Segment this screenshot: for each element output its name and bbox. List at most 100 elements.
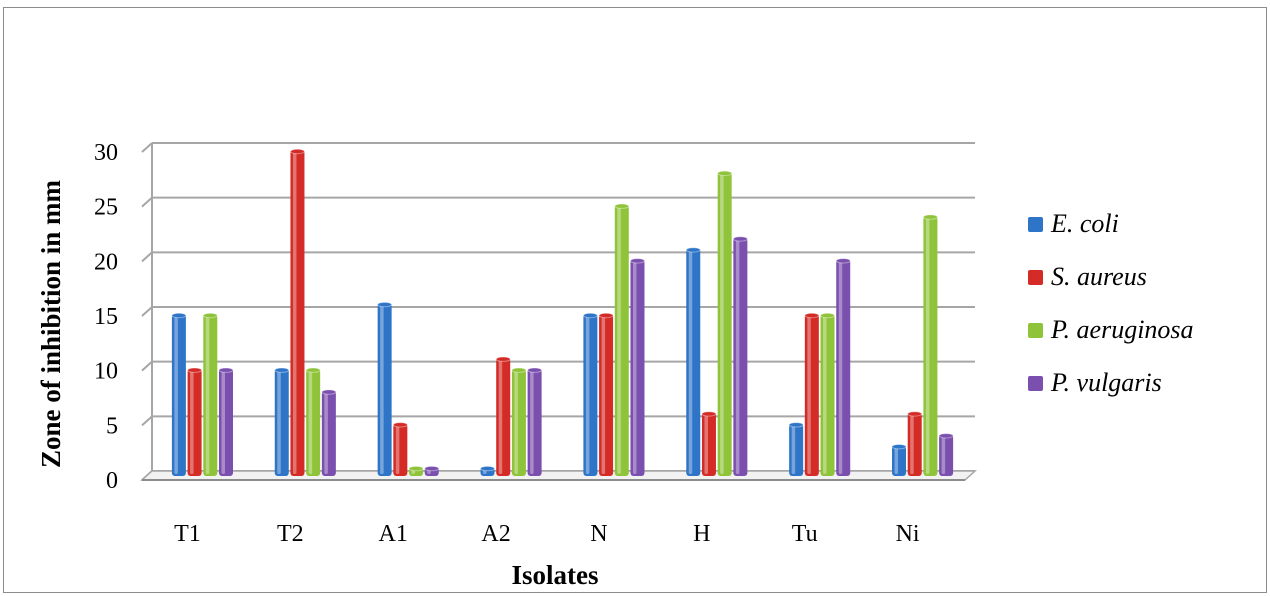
bar-p-vulgaris-tu — [835, 258, 851, 476]
bar-cap — [187, 367, 203, 373]
bar-body — [290, 150, 305, 476]
bar-highlight — [514, 370, 518, 474]
legend-label: E. coli — [1050, 209, 1119, 238]
bar-s-aureus-ni — [907, 411, 923, 476]
x-tick-tu: Tu — [792, 521, 818, 547]
bar-body — [306, 368, 321, 476]
bar-highlight — [308, 370, 313, 474]
bar-highlight — [941, 436, 946, 474]
x-tick-n: N — [590, 521, 607, 547]
bar-cap — [629, 258, 645, 264]
bar-cap — [202, 312, 218, 319]
bar-cap — [218, 367, 234, 373]
bar-e-coli-t2 — [274, 367, 290, 476]
bar-body — [789, 423, 804, 476]
bar-cap — [480, 465, 496, 472]
bar-body — [892, 445, 907, 476]
bar-highlight — [791, 425, 796, 474]
bar-highlight — [530, 370, 534, 474]
legend-item-p-aeruginosa: P. aeruginosa — [1028, 315, 1194, 344]
bar-cap — [321, 389, 337, 395]
gridline-side — [141, 251, 153, 263]
legend-item-e-coli: E. coli — [1028, 209, 1119, 238]
bar-highlight — [292, 152, 297, 474]
y-tick-label: 25 — [94, 195, 118, 221]
bar-e-coli-a1 — [377, 301, 393, 476]
bar-cap — [685, 247, 701, 253]
bars — [171, 148, 954, 476]
gridline-side — [141, 415, 153, 427]
y-tick-label: 0 — [106, 468, 118, 494]
legend-swatch — [1028, 217, 1043, 232]
bar-highlight — [324, 392, 328, 474]
legend-swatch — [1028, 323, 1043, 338]
y-tick-label: 30 — [94, 140, 118, 166]
chart-floor — [140, 470, 977, 481]
bar-highlight — [221, 370, 225, 474]
bar-cap — [891, 444, 907, 450]
bar-cap — [701, 411, 717, 417]
bar-s-aureus-tu — [804, 312, 820, 476]
bar-cap — [907, 411, 923, 417]
bar-s-aureus-t1 — [187, 367, 203, 476]
bar-e-coli-t1 — [171, 312, 187, 476]
bar-p-aeruginosa-t1 — [202, 312, 218, 476]
x-tick-ni: Ni — [896, 521, 920, 547]
bar-cap — [305, 367, 321, 373]
bar-highlight — [704, 414, 708, 474]
legend-label: P. vulgaris — [1050, 368, 1162, 397]
bar-body — [599, 314, 614, 476]
bar-highlight — [910, 414, 914, 474]
y-tick-label: 20 — [94, 249, 118, 275]
legend-label: S. aureus — [1051, 262, 1147, 291]
legend-swatch — [1028, 270, 1043, 285]
bar-body — [393, 423, 408, 476]
bar-p-aeruginosa-a2 — [511, 367, 527, 476]
bar-highlight — [585, 316, 590, 474]
bar-p-vulgaris-a1 — [424, 465, 440, 476]
bar-cap — [938, 433, 954, 439]
y-axis-title: Zone of inhibition in mm — [36, 179, 66, 468]
bar-s-aureus-t2 — [289, 148, 305, 476]
legend-label: P. aeruginosa — [1050, 315, 1194, 344]
bar-cap — [598, 312, 614, 319]
bar-e-coli-h — [685, 247, 701, 476]
bar-cap — [495, 356, 511, 362]
y-tick-label: 15 — [94, 304, 118, 330]
bar-body — [614, 204, 629, 476]
bar-body — [511, 368, 526, 476]
y-tick-label: 10 — [94, 359, 118, 385]
bar-p-aeruginosa-a1 — [408, 465, 424, 476]
bar-body — [717, 171, 732, 476]
bar-body — [274, 368, 289, 476]
bar-cap — [804, 312, 820, 319]
bar-s-aureus-h — [701, 411, 717, 476]
bar-p-vulgaris-t1 — [218, 367, 234, 476]
bar-cap — [408, 465, 424, 472]
bar-s-aureus-n — [598, 312, 614, 476]
bar-highlight — [380, 305, 384, 474]
bar-p-aeruginosa-h — [717, 170, 733, 476]
gridline-side — [141, 142, 153, 153]
bar-s-aureus-a2 — [495, 356, 511, 476]
legend: E. coli S. aureus P. aeruginosa P. vulgaris — [1028, 209, 1194, 397]
bar-cap — [820, 312, 836, 319]
legend-swatch — [1028, 376, 1043, 391]
bar-body — [836, 259, 851, 476]
gridline-side — [141, 196, 153, 208]
bar-body — [820, 314, 835, 476]
bar-body — [701, 412, 716, 476]
bar-highlight — [894, 447, 899, 474]
bar-body — [321, 390, 336, 476]
bar-cap — [377, 301, 393, 308]
bar-cap — [788, 422, 804, 428]
bar-body — [377, 303, 392, 476]
bar-p-aeruginosa-n — [614, 203, 630, 476]
bar-highlight — [498, 359, 503, 474]
bar-highlight — [823, 316, 827, 474]
bar-p-vulgaris-t2 — [321, 389, 337, 476]
bar-cap — [835, 258, 851, 264]
bar-highlight — [601, 316, 606, 474]
bar-body — [907, 412, 922, 476]
